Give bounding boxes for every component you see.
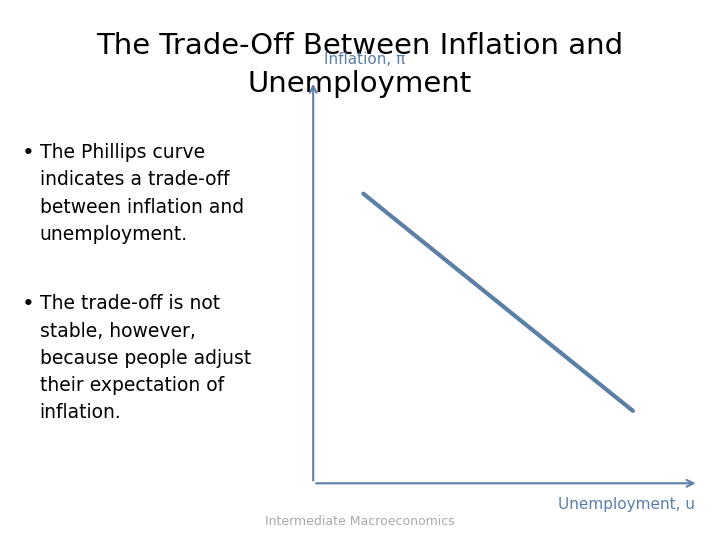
Text: Intermediate Macroeconomics: Intermediate Macroeconomics [265,515,455,528]
Text: Inflation, π: Inflation, π [324,52,405,68]
Text: •: • [22,143,35,163]
Text: The Trade-Off Between Inflation and: The Trade-Off Between Inflation and [96,32,624,60]
Text: Unemployment, u: Unemployment, u [558,497,695,512]
Text: The Phillips curve
indicates a trade-off
between inflation and
unemployment.: The Phillips curve indicates a trade-off… [40,143,244,244]
Text: •: • [22,294,35,314]
Text: The trade-off is not
stable, however,
because people adjust
their expectation of: The trade-off is not stable, however, be… [40,294,251,422]
Text: Unemployment: Unemployment [248,70,472,98]
